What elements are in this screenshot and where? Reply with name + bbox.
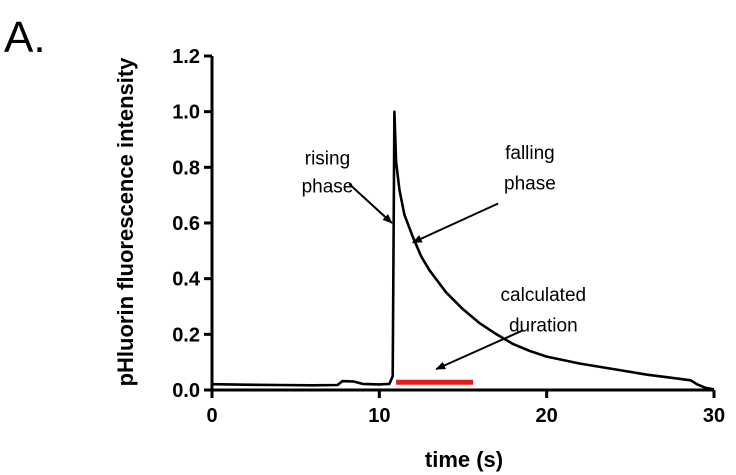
x-tick-label: 0 [206, 405, 217, 427]
annotation-label: phase [504, 174, 556, 195]
annotation-label: falling [505, 143, 555, 164]
y-tick-label: 1.2 [172, 46, 200, 68]
annotations: rising phase falling phase calculated duratio… [302, 143, 587, 371]
x-axis-title: time (s) [425, 447, 503, 472]
annotation-label: duration [509, 316, 578, 337]
y-tick-label: 0.0 [172, 380, 200, 402]
y-tick-label: 0.2 [172, 324, 200, 346]
x-tick-label: 20 [536, 405, 558, 427]
annotation-arrow [348, 183, 393, 224]
annotation-arrow [435, 329, 524, 371]
y-tick-label: 0.6 [172, 213, 200, 235]
annotation-arrow [411, 202, 499, 244]
annotation-label: rising [305, 149, 350, 170]
annotation-label: phase [302, 176, 354, 197]
y-tick-label: 0.8 [172, 157, 200, 179]
y-tick-label: 1.0 [172, 102, 200, 124]
chart-ticks: 0.0 0.2 0.4 0.6 0.8 1.0 1.2 0 10 20 30 [172, 46, 725, 427]
x-tick-label: 30 [703, 405, 725, 427]
plot-area [211, 110, 715, 391]
series-line [211, 110, 715, 391]
y-tick-label: 0.4 [172, 269, 201, 291]
x-tick-label: 10 [368, 405, 390, 427]
y-axis-title: pHluorin fluorescence intensity [113, 57, 138, 387]
panel-label: A. [4, 13, 46, 62]
chart-axes [210, 56, 714, 392]
annotation-label: calculated [501, 285, 587, 306]
